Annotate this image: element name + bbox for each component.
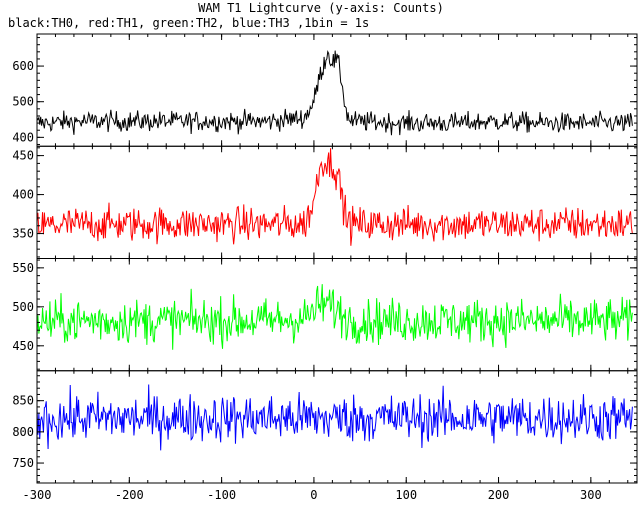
panel-th0: 400 500 600 (12, 33, 638, 147)
x-tick-label: 100 (395, 488, 417, 502)
y-tick-label: 800 (12, 425, 34, 439)
y-tick-label: 400 (12, 130, 34, 144)
panel-frame (36, 145, 638, 259)
y-tick-label: 750 (12, 456, 34, 470)
y-tick-label: 500 (12, 95, 34, 109)
y-tick-label: 400 (12, 188, 34, 202)
x-tick-label: -300 (23, 488, 52, 502)
x-tick-label: 200 (488, 488, 510, 502)
series-line-th3 (37, 384, 633, 451)
y-tick-label: 350 (12, 227, 34, 241)
y-tick-label: 500 (12, 300, 34, 314)
chart-title: WAM T1 Lightcurve (y-axis: Counts) (198, 1, 444, 15)
panel-th1: 350 400 450 (12, 145, 638, 259)
series-line-th2 (37, 284, 633, 350)
series-line-th1 (37, 148, 633, 246)
y-tick-label: 600 (12, 59, 34, 73)
x-tick-label: 300 (580, 488, 602, 502)
x-tick-label: -200 (115, 488, 144, 502)
panel-frame (36, 370, 638, 484)
panel-frame (36, 33, 638, 147)
x-tick-label: 0 (310, 488, 317, 502)
series-line-th0 (37, 49, 633, 136)
panel-th2: 450 500 550 (12, 258, 638, 372)
chart-subtitle: black:TH0, red:TH1, green:TH2, blue:TH3 … (8, 16, 369, 30)
panel-th3: 750 800 850 (12, 370, 638, 484)
x-tick-label: -100 (207, 488, 236, 502)
y-tick-label: 550 (12, 261, 34, 275)
y-tick-label: 450 (12, 339, 34, 353)
y-tick-label: 850 (12, 394, 34, 408)
y-tick-label: 450 (12, 149, 34, 163)
x-axis: -300 -200 -100 0 100 200 300 (23, 488, 602, 502)
panels-layer: 400 500 600 350 400 450 450 500 550 750 800 850 (12, 33, 638, 484)
